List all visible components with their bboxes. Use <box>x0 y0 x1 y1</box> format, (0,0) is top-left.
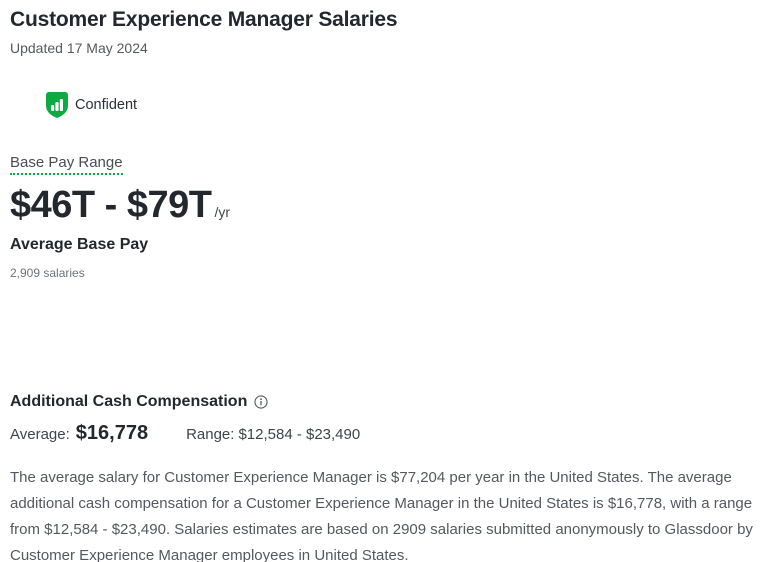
additional-cash-values-row: Average: $16,778 Range: $12,584 - $23,490 <box>10 422 758 445</box>
acc-average-label: Average: <box>10 426 70 444</box>
acc-range-label: Range: <box>186 426 235 444</box>
average-base-pay-label: Average Base Pay <box>10 236 149 254</box>
info-icon[interactable] <box>254 395 268 409</box>
additional-cash-title: Additional Cash Compensation <box>10 393 248 411</box>
acc-range: Range: $12,584 - $23,490 <box>186 426 360 443</box>
confidence-badge-label: Confident <box>75 97 138 114</box>
updated-date: Updated 17 May 2024 <box>10 40 148 57</box>
additional-cash-header: Additional Cash Compensation <box>10 393 758 411</box>
shield-bar-chart-icon <box>46 92 68 119</box>
additional-cash-section: Additional Cash Compensation Average: $1… <box>10 393 758 445</box>
pay-period-suffix: /yr <box>214 204 231 221</box>
acc-range-value: $12,584 - $23,490 <box>238 426 361 444</box>
salaries-count: 2,909 salaries <box>10 266 85 281</box>
salary-description: The average salary for Customer Experien… <box>10 469 753 562</box>
base-pay-range-row: Base Pay Range <box>10 154 758 176</box>
page-title: Customer Experience Manager Salaries <box>10 8 398 31</box>
base-pay-range-value: $46T - $79T <box>10 184 212 227</box>
confidence-badge: Confident <box>46 92 758 119</box>
base-pay-range-value-row: $46T - $79T /yr <box>10 184 758 227</box>
acc-average-value: $16,778 <box>75 422 149 445</box>
base-pay-range-label[interactable]: Base Pay Range <box>10 154 123 176</box>
